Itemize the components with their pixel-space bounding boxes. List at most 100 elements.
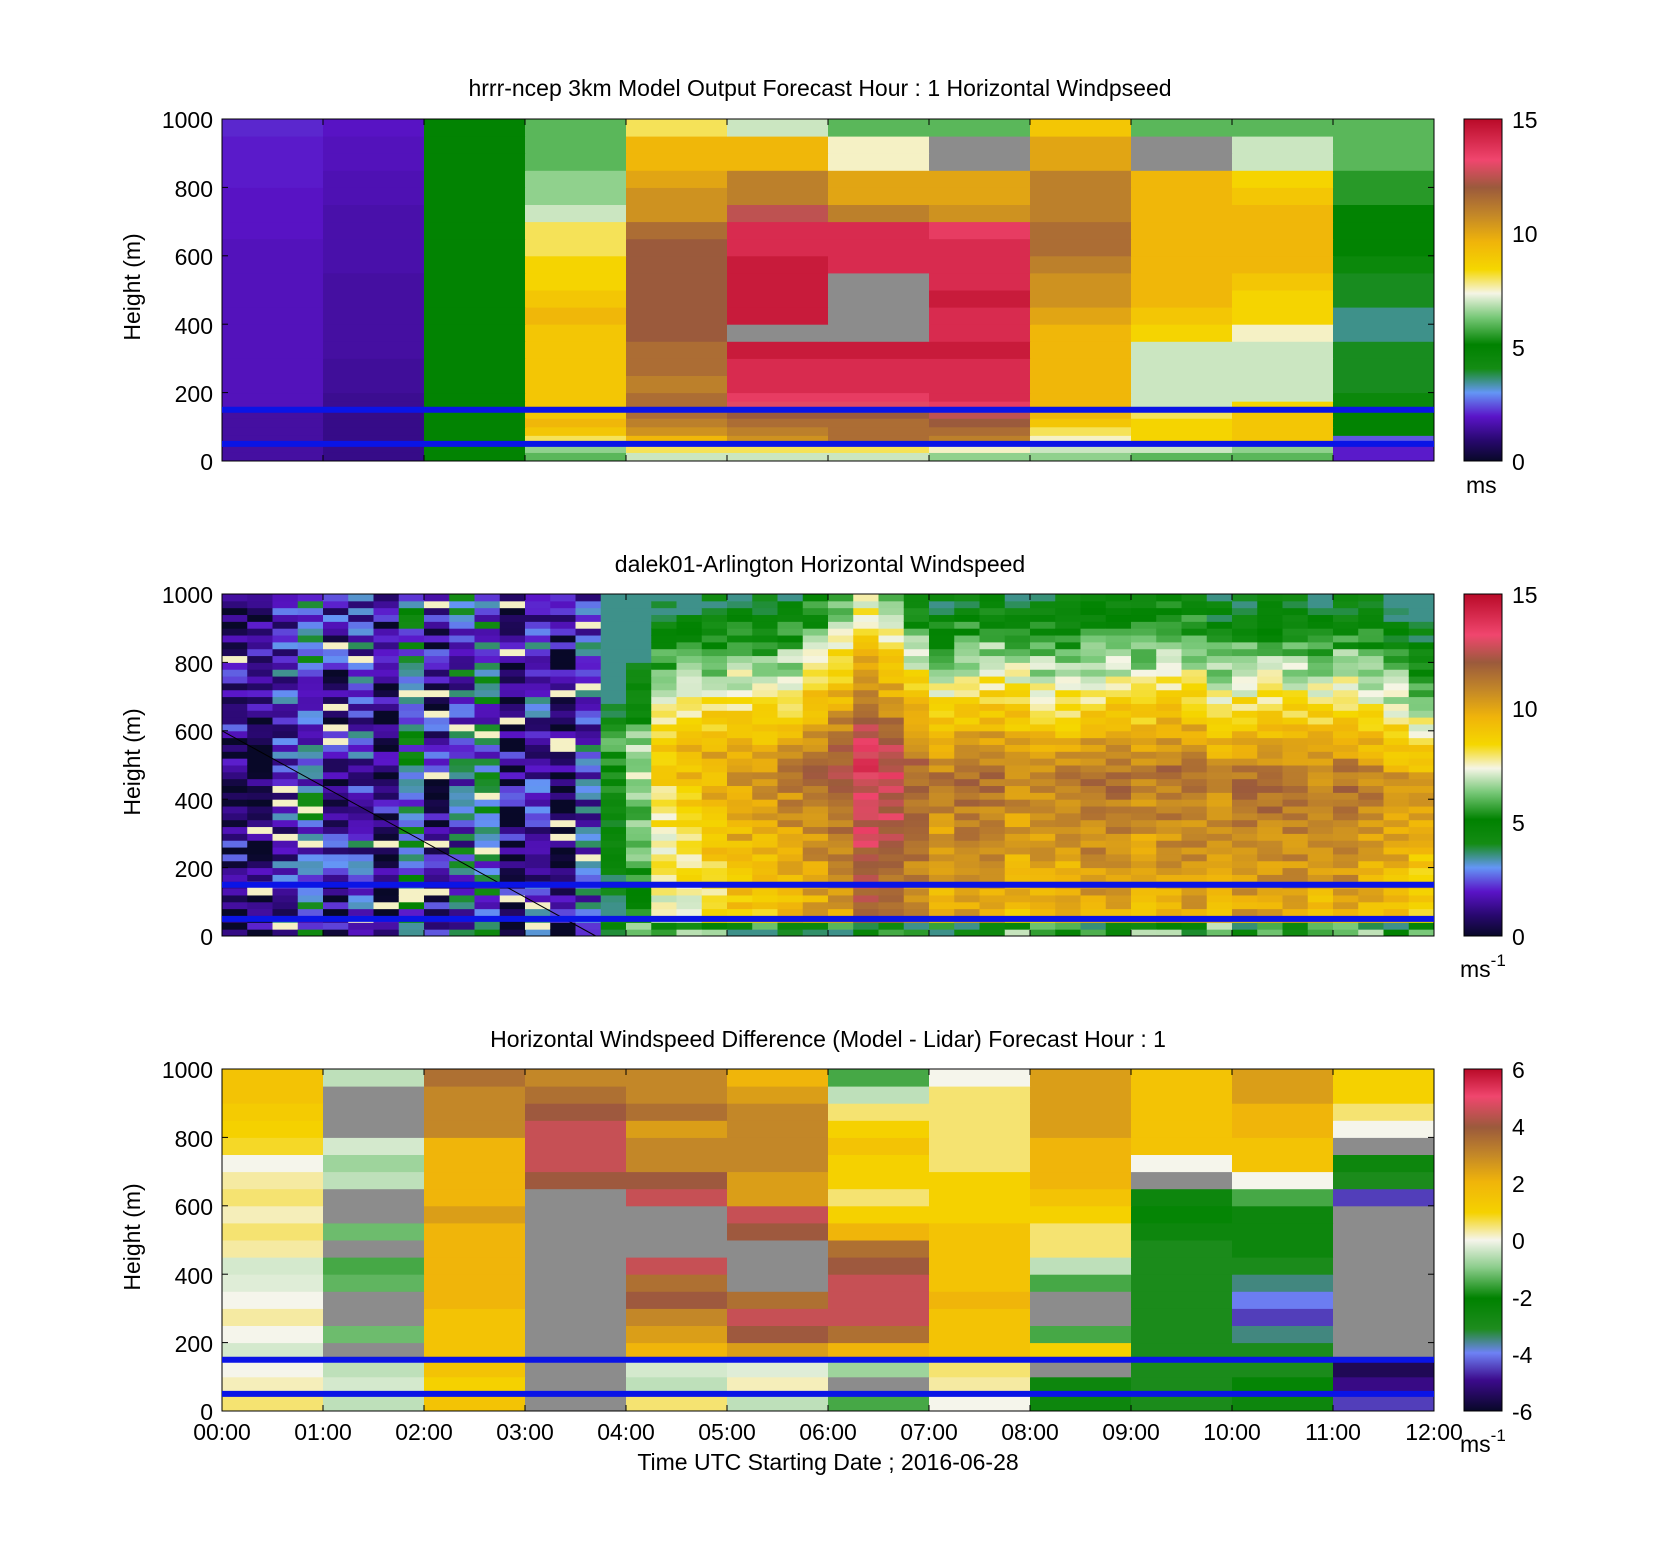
heatmap-cell <box>1257 751 1283 759</box>
heatmap-cell <box>1105 778 1132 787</box>
heatmap-cell <box>398 806 425 814</box>
heatmap-cell <box>802 853 829 862</box>
heatmap-cell <box>424 908 450 916</box>
heatmap-cell <box>323 696 349 704</box>
heatmap-cell <box>1408 723 1435 732</box>
heatmap-cell <box>222 771 248 780</box>
heatmap-cell <box>1206 655 1233 663</box>
heatmap-cell <box>1156 799 1182 807</box>
heatmap-cell <box>626 847 652 855</box>
heatmap-cell <box>828 744 854 752</box>
heatmap-cell <box>222 840 248 848</box>
heatmap-cell <box>525 641 551 650</box>
heatmap-cell <box>1004 621 1031 629</box>
heatmap-cell <box>348 621 374 629</box>
heatmap-cell <box>373 806 400 814</box>
heatmap-cell <box>499 689 526 698</box>
heatmap-cell <box>1105 648 1132 657</box>
heatmap-cell <box>954 778 980 787</box>
heatmap-cell <box>525 443 627 453</box>
heatmap-cell <box>297 703 324 711</box>
heatmap-cell <box>802 717 829 725</box>
heatmap-cell <box>626 874 652 882</box>
heatmap-cell <box>323 341 425 359</box>
heatmap-cell <box>424 710 450 718</box>
heatmap-cell <box>348 737 374 745</box>
heatmap-cell <box>1282 778 1309 787</box>
heatmap-cell <box>777 806 804 814</box>
heatmap-cell <box>1307 682 1334 691</box>
heatmap-cell <box>626 1222 728 1241</box>
heatmap-cell <box>1282 614 1309 622</box>
heatmap-cell <box>1181 648 1208 657</box>
heatmap-cell <box>1080 901 1107 910</box>
heatmap-cell <box>1055 812 1081 821</box>
heatmap-cell <box>752 717 778 725</box>
heatmap-cell <box>222 628 248 636</box>
heatmap-cell <box>348 833 374 841</box>
heatmap-cell <box>828 806 854 814</box>
heatmap-cell <box>929 1103 1031 1121</box>
heatmap-cell <box>777 929 804 937</box>
heatmap-cell <box>499 682 526 691</box>
heatmap-cell <box>474 710 501 718</box>
heatmap-cell <box>1105 621 1132 629</box>
heatmap-cell <box>297 614 324 622</box>
heatmap-cell <box>1055 853 1081 862</box>
heatmap-cell <box>1232 1274 1334 1292</box>
heatmap-cell <box>929 669 955 677</box>
heatmap-cell <box>626 778 652 787</box>
heatmap-cell <box>550 744 576 752</box>
heatmap-cell <box>979 607 1006 616</box>
heatmap-cell <box>777 594 804 602</box>
heatmap-cell <box>1408 635 1435 643</box>
heatmap-cell <box>727 324 829 342</box>
heatmap-cell <box>651 765 677 773</box>
heatmap-cell <box>1333 901 1359 910</box>
heatmap-cell <box>828 153 930 171</box>
heatmap-cell <box>474 703 501 711</box>
heatmap-cell <box>1030 723 1056 732</box>
heatmap-cell <box>903 799 930 807</box>
heatmap-cell <box>1105 723 1132 732</box>
heatmap-cell <box>1181 655 1208 663</box>
heatmap-cell <box>222 1376 324 1395</box>
heatmap-cell <box>853 929 879 937</box>
heatmap-cell <box>398 833 425 841</box>
heatmap-cell <box>828 812 854 821</box>
heatmap-cell <box>1156 840 1182 848</box>
heatmap-cell <box>1105 696 1132 704</box>
heatmap-cell <box>1156 785 1182 793</box>
heatmap-cell <box>903 594 930 602</box>
heatmap-cell <box>853 799 879 807</box>
heatmap-cell <box>853 826 879 834</box>
heatmap-cell <box>1105 635 1132 643</box>
heatmap-cell <box>1004 860 1031 869</box>
heatmap-cell <box>575 669 602 677</box>
heatmap-cell <box>626 307 728 325</box>
heatmap-cell <box>752 812 778 821</box>
heatmap-cell <box>1156 826 1182 834</box>
heatmap-cell <box>373 669 400 677</box>
heatmap-cell <box>348 778 374 787</box>
heatmap-cell <box>1004 628 1031 636</box>
heatmap-cell <box>1131 272 1233 291</box>
heatmap-cell <box>1181 901 1208 910</box>
heatmap-cell <box>424 324 526 342</box>
heatmap-cell <box>727 1342 829 1361</box>
heatmap-cell <box>1105 792 1132 800</box>
heatmap-cell <box>575 594 602 602</box>
heatmap-cell <box>1383 635 1410 643</box>
heatmap-cell <box>1257 676 1283 684</box>
heatmap-cell <box>727 628 753 636</box>
heatmap-cell <box>954 744 980 752</box>
heatmap-cell <box>424 153 526 171</box>
heatmap-cell <box>1232 641 1258 650</box>
heatmap-cell <box>373 621 400 629</box>
heatmap-cell <box>979 826 1006 834</box>
heatmap-cell <box>626 290 728 308</box>
heatmap-cell <box>398 922 425 930</box>
heatmap-cell <box>1131 723 1157 732</box>
heatmap-cell <box>1333 717 1359 725</box>
heatmap-cell <box>1105 771 1132 780</box>
